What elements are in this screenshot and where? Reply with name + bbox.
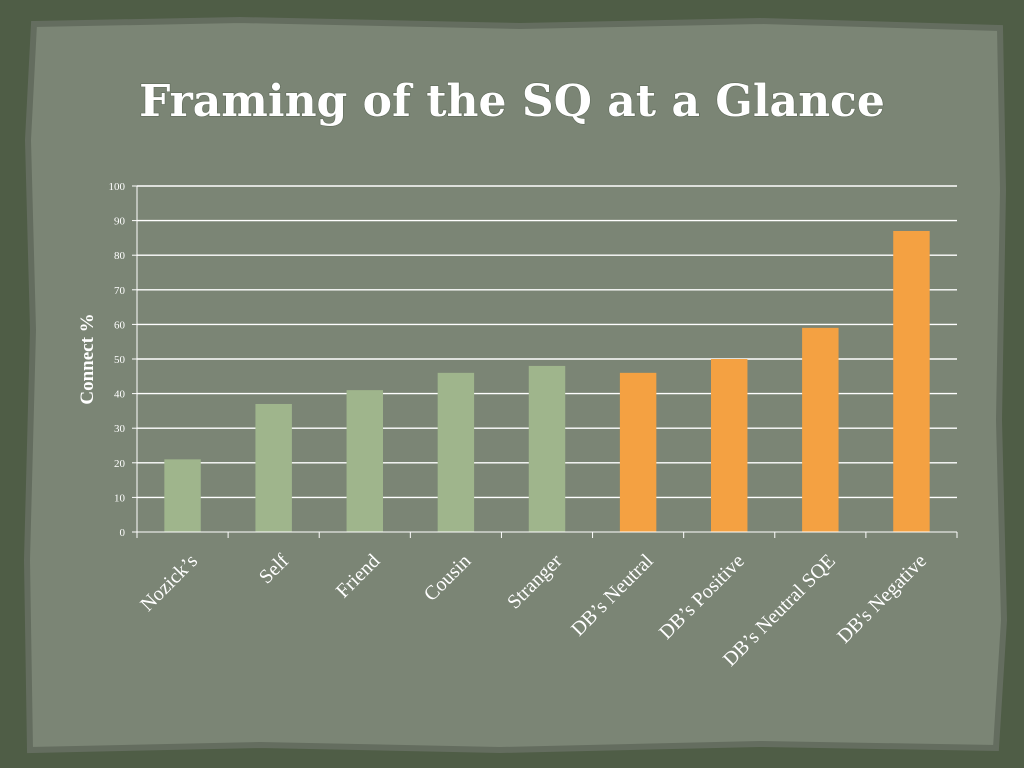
y-axis-title: Connect % (77, 313, 98, 404)
bar (255, 403, 292, 532)
bar (711, 359, 748, 532)
bar (802, 327, 839, 532)
bar (528, 365, 566, 532)
bar (346, 390, 383, 532)
paper-panel (23, 16, 1008, 754)
bars (164, 230, 930, 533)
bar (437, 372, 475, 532)
y-tick-label: 100 (109, 181, 126, 193)
y-tick-label: 40 (114, 389, 126, 401)
y-tick-label: 70 (114, 285, 126, 297)
bar (164, 459, 201, 532)
y-tick-label: 10 (114, 492, 126, 504)
y-axis-ticks: 0 10 20 30 40 50 60 70 80 90 100 (109, 181, 137, 539)
y-tick-label: 60 (114, 319, 126, 331)
y-tick-label: 80 (114, 250, 126, 262)
bar (619, 372, 657, 532)
x-axis-ticks (136, 532, 958, 538)
slide-title: Framing of the SQ at a Glance (139, 76, 885, 127)
bar (893, 230, 930, 533)
y-tick-label: 90 (114, 216, 126, 228)
y-tick-label: 30 (114, 423, 126, 435)
y-tick-label: 50 (114, 354, 126, 366)
y-tick-label: 0 (120, 527, 126, 539)
y-tick-label: 20 (114, 458, 126, 470)
